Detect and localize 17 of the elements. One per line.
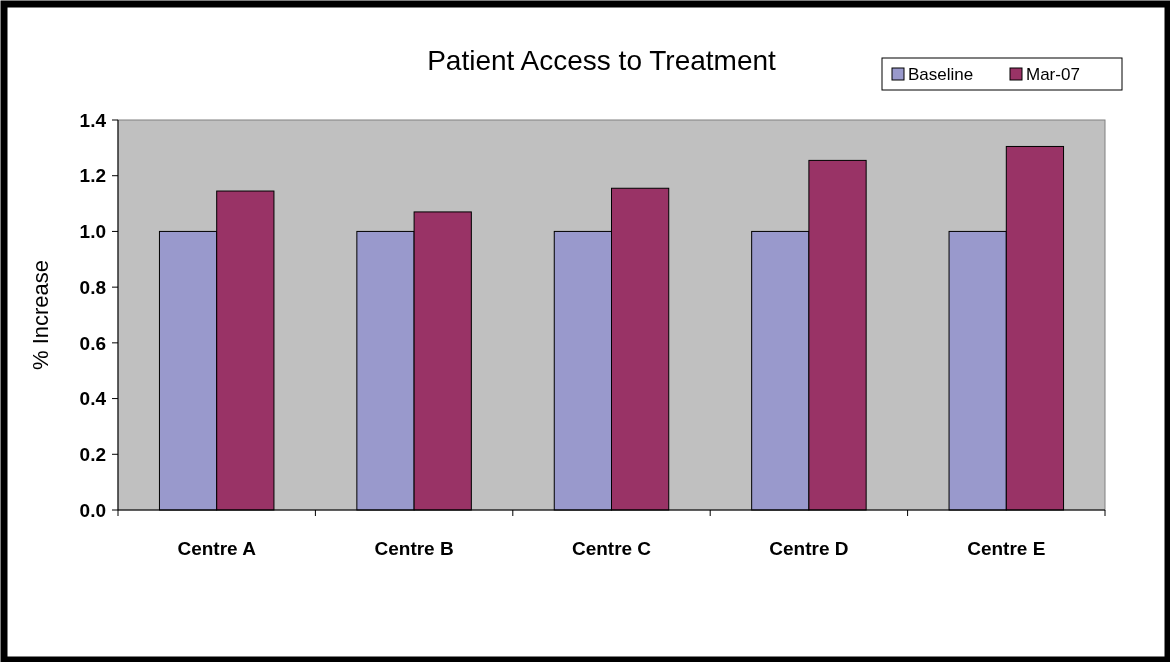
x-tick-label: Centre D <box>769 538 849 559</box>
legend-label: Mar-07 <box>1026 64 1080 84</box>
y-axis-title: % Increase <box>28 259 53 371</box>
y-tick-label: 0.2 <box>79 443 106 465</box>
x-tick-label: Centre B <box>374 538 454 559</box>
y-tick-label: 1.4 <box>79 109 107 131</box>
x-tick-label: Centre C <box>571 538 652 559</box>
y-tick-label: 0.4 <box>79 388 107 410</box>
x-tick-label: Centre A <box>177 538 257 559</box>
y-tick-label: 1.2 <box>79 165 106 187</box>
y-tick-label: 1.0 <box>79 221 106 243</box>
chart-title: Patient Access to Treatment <box>427 45 777 76</box>
legend-label: Baseline <box>908 64 974 84</box>
y-tick-label: 0.0 <box>79 499 106 521</box>
x-tick-label: Centre E <box>967 538 1046 559</box>
y-tick-label: 0.8 <box>79 276 106 298</box>
y-tick-label: 0.6 <box>79 332 106 354</box>
